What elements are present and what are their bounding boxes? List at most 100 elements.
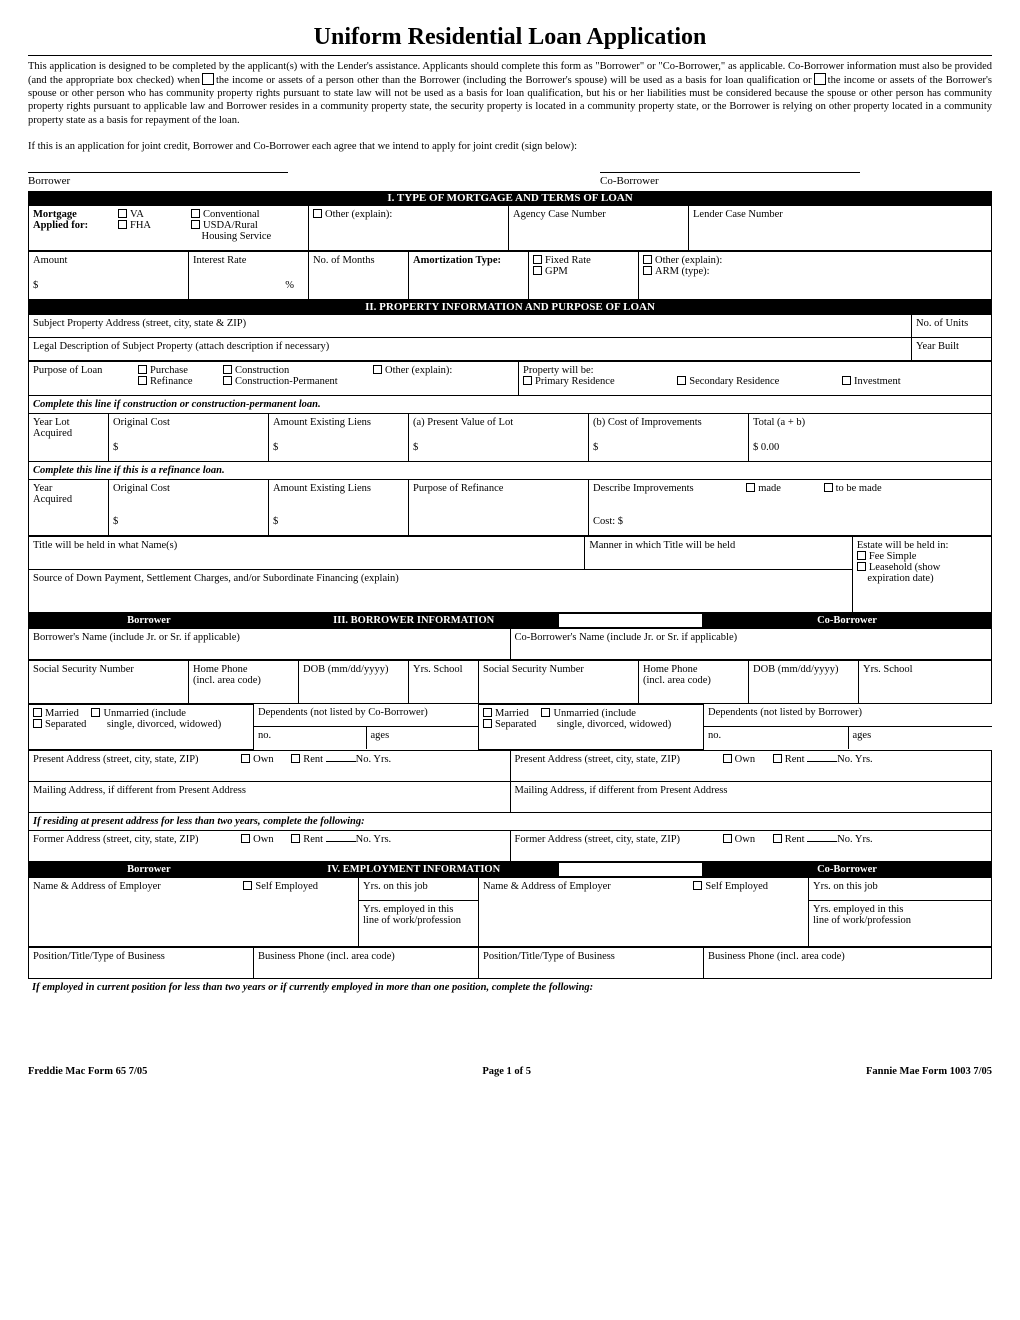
orig-cost-2-cell[interactable]: Original Cost$ bbox=[109, 479, 269, 535]
cb-married-checkbox[interactable] bbox=[483, 708, 492, 717]
b-yrs-job-cell[interactable]: Yrs. on this job bbox=[359, 877, 479, 900]
liens-1-cell[interactable]: Amount Existing Liens$ bbox=[269, 413, 409, 461]
cost-improve-cell[interactable]: (b) Cost of Improvements$ bbox=[589, 413, 749, 461]
amount-cell[interactable]: Amount $ bbox=[29, 251, 189, 299]
fixed-rate-checkbox[interactable] bbox=[533, 255, 542, 264]
b-own-checkbox[interactable] bbox=[241, 754, 250, 763]
cb-selfemp-checkbox[interactable] bbox=[693, 881, 702, 890]
manner-title-cell[interactable]: Manner in which Title will be held bbox=[585, 536, 853, 569]
no-units-cell[interactable]: No. of Units bbox=[912, 314, 992, 337]
b-rent2-checkbox[interactable] bbox=[291, 834, 300, 843]
section-2-header: II. PROPERTY INFORMATION AND PURPOSE OF … bbox=[28, 300, 992, 314]
cb-present-addr-cell[interactable]: Present Address (street, city, state, ZI… bbox=[510, 750, 992, 781]
borrower-sig-line[interactable] bbox=[28, 172, 288, 173]
source-down-cell[interactable]: Source of Down Payment, Settlement Charg… bbox=[29, 569, 853, 612]
b-unmarried-checkbox[interactable] bbox=[91, 708, 100, 717]
primary-checkbox[interactable] bbox=[523, 376, 532, 385]
tobemade-checkbox[interactable] bbox=[824, 483, 833, 492]
borrower-name-cell[interactable]: Borrower's Name (include Jr. or Sr. if a… bbox=[29, 628, 511, 659]
year-acq-cell[interactable]: YearAcquired bbox=[29, 479, 109, 535]
title-names-cell[interactable]: Title will be held in what Name(s) bbox=[29, 536, 585, 569]
b-phone-cell[interactable]: Home Phone(incl. area code) bbox=[189, 660, 299, 703]
b-present-addr-cell[interactable]: Present Address (street, city, state, ZI… bbox=[29, 750, 511, 781]
b-married-checkbox[interactable] bbox=[33, 708, 42, 717]
cb-deps-no-cell[interactable]: no. bbox=[704, 727, 848, 750]
cb-former-addr-cell[interactable]: Former Address (street, city, state, ZIP… bbox=[510, 830, 992, 861]
no-months-cell[interactable]: No. of Months bbox=[309, 251, 409, 299]
purpose-refi-cell[interactable]: Purpose of Refinance bbox=[409, 479, 589, 535]
b-former-addr-label: Former Address (street, city, state, ZIP… bbox=[33, 834, 199, 845]
cb-own-checkbox[interactable] bbox=[723, 754, 732, 763]
b-separated-checkbox[interactable] bbox=[33, 719, 42, 728]
arm-checkbox[interactable] bbox=[643, 266, 652, 275]
inline-checkbox-1[interactable] bbox=[202, 73, 214, 85]
b-position-cell[interactable]: Position/Title/Type of Business bbox=[29, 947, 254, 978]
b-dob-cell[interactable]: DOB (mm/dd/yyyy) bbox=[299, 660, 409, 703]
agency-case-cell[interactable]: Agency Case Number bbox=[509, 205, 689, 250]
present-value-cell[interactable]: (a) Present Value of Lot$ bbox=[409, 413, 589, 461]
b-school-cell[interactable]: Yrs. School bbox=[409, 660, 479, 703]
cb-yrs-job-cell[interactable]: Yrs. on this job bbox=[809, 877, 992, 900]
other-mortgage-checkbox[interactable] bbox=[313, 209, 322, 218]
cb-rent2-checkbox[interactable] bbox=[773, 834, 782, 843]
coborrower-name-cell[interactable]: Co-Borrower's Name (include Jr. or Sr. i… bbox=[510, 628, 992, 659]
cb-position-cell[interactable]: Position/Title/Type of Business bbox=[479, 947, 704, 978]
cb-employer-cell[interactable]: Name & Address of Employer Self Employed bbox=[479, 877, 809, 946]
coborrower-sig-line[interactable] bbox=[600, 172, 860, 173]
b-yrs-line-cell[interactable]: Yrs. employed in thisline of work/profes… bbox=[359, 900, 479, 946]
made-checkbox[interactable] bbox=[746, 483, 755, 492]
inline-checkbox-2[interactable] bbox=[814, 73, 826, 85]
cb-separated-checkbox[interactable] bbox=[483, 719, 492, 728]
cb-busphone-cell[interactable]: Business Phone (incl. area code) bbox=[704, 947, 992, 978]
b-unmarried2-label: single, divorced, widowed) bbox=[107, 719, 221, 730]
lender-case-cell[interactable]: Lender Case Number bbox=[689, 205, 992, 250]
b-mailing-addr-cell[interactable]: Mailing Address, if different from Prese… bbox=[29, 781, 511, 812]
b-busphone-cell[interactable]: Business Phone (incl. area code) bbox=[254, 947, 479, 978]
cb-deps-ages-cell[interactable]: ages bbox=[848, 727, 992, 750]
cb-rent-checkbox[interactable] bbox=[773, 754, 782, 763]
b-deps-no-cell[interactable]: no. bbox=[254, 727, 366, 750]
cb-school-cell[interactable]: Yrs. School bbox=[859, 660, 992, 703]
b-own2-checkbox[interactable] bbox=[241, 834, 250, 843]
cb-yrs-line-cell[interactable]: Yrs. employed in thisline of work/profes… bbox=[809, 900, 992, 946]
year-built-cell[interactable]: Year Built bbox=[912, 337, 992, 360]
purpose-other-checkbox[interactable] bbox=[373, 365, 382, 374]
year-lot-acq-cell[interactable]: Year LotAcquired bbox=[29, 413, 109, 461]
interest-rate-cell[interactable]: Interest Rate % bbox=[189, 251, 309, 299]
usda-checkbox[interactable] bbox=[191, 220, 200, 229]
cb-phone-cell[interactable]: Home Phone(incl. area code) bbox=[639, 660, 749, 703]
va-checkbox[interactable] bbox=[118, 209, 127, 218]
orig-cost-1-cell[interactable]: Original Cost$ bbox=[109, 413, 269, 461]
investment-checkbox[interactable] bbox=[842, 376, 851, 385]
intro-paragraph: This application is designed to be compl… bbox=[28, 60, 992, 127]
legal-desc-cell[interactable]: Legal Description of Subject Property (a… bbox=[29, 337, 912, 360]
cb-unmarried-checkbox[interactable] bbox=[541, 708, 550, 717]
title-names-label: Title will be held in what Name(s) bbox=[33, 540, 177, 551]
cb-ssn-cell[interactable]: Social Security Number bbox=[479, 660, 639, 703]
refinance-note: Complete this line if this is a refinanc… bbox=[28, 462, 992, 479]
b-ssn-cell[interactable]: Social Security Number bbox=[29, 660, 189, 703]
cb-mailing-addr-cell[interactable]: Mailing Address, if different from Prese… bbox=[510, 781, 992, 812]
conventional-checkbox[interactable] bbox=[191, 209, 200, 218]
fha-checkbox[interactable] bbox=[118, 220, 127, 229]
b-former-addr-cell[interactable]: Former Address (street, city, state, ZIP… bbox=[29, 830, 511, 861]
secondary-checkbox[interactable] bbox=[677, 376, 686, 385]
construction-perm-checkbox[interactable] bbox=[223, 376, 232, 385]
tobemade-label: to be made bbox=[836, 483, 882, 494]
gpm-checkbox[interactable] bbox=[533, 266, 542, 275]
b-employer-cell[interactable]: Name & Address of Employer Self Employed bbox=[29, 877, 359, 946]
liens-2-cell[interactable]: Amount Existing Liens$ bbox=[269, 479, 409, 535]
b-deps-ages-cell[interactable]: ages bbox=[366, 727, 478, 750]
cb-own2-checkbox[interactable] bbox=[723, 834, 732, 843]
purchase-checkbox[interactable] bbox=[138, 365, 147, 374]
subject-addr-cell[interactable]: Subject Property Address (street, city, … bbox=[29, 314, 912, 337]
cb-dob-cell[interactable]: DOB (mm/dd/yyyy) bbox=[749, 660, 859, 703]
b-selfemp-checkbox[interactable] bbox=[243, 881, 252, 890]
refinance-checkbox[interactable] bbox=[138, 376, 147, 385]
fee-simple-checkbox[interactable] bbox=[857, 551, 866, 560]
b-rent-checkbox[interactable] bbox=[291, 754, 300, 763]
leasehold-checkbox[interactable] bbox=[857, 562, 866, 571]
amort-other-checkbox[interactable] bbox=[643, 255, 652, 264]
dollar-2: $ bbox=[113, 442, 264, 453]
construction-checkbox[interactable] bbox=[223, 365, 232, 374]
